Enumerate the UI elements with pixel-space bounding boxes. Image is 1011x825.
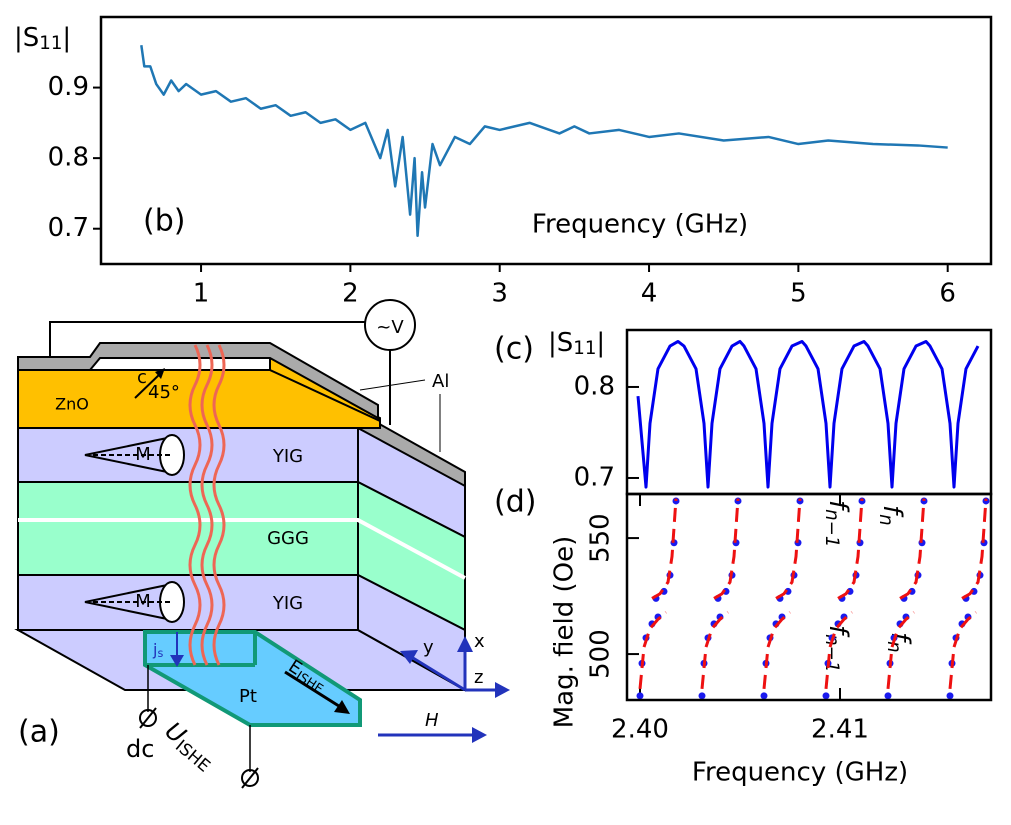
pointer bbox=[359, 379, 426, 391]
data-point bbox=[796, 497, 804, 505]
x-axis-label: Frequency (GHz) bbox=[692, 758, 908, 788]
wire bbox=[49, 321, 365, 372]
annotation: fn bbox=[875, 505, 908, 526]
ylabel-text: |S bbox=[14, 23, 39, 53]
zno-layer bbox=[17, 369, 381, 429]
data-point bbox=[858, 497, 866, 505]
ggg-front bbox=[17, 481, 359, 576]
x-tick-label: 2.40 bbox=[611, 715, 669, 745]
data-point bbox=[946, 692, 954, 700]
ylabel-tail: | bbox=[62, 23, 71, 53]
y-axis-label: Mag. field (Oe) bbox=[550, 536, 580, 729]
panel-label: (d) bbox=[494, 485, 536, 520]
layer-label: YIG bbox=[272, 593, 303, 614]
annotation: fn−1 bbox=[821, 500, 854, 548]
ylabel-sub: 11 bbox=[39, 33, 62, 54]
y-axis-label: |S11| bbox=[14, 23, 71, 55]
data-point bbox=[760, 692, 768, 700]
x-tick-label: 5 bbox=[790, 279, 807, 309]
ylabel-text: |S bbox=[548, 328, 573, 358]
terminal bbox=[241, 767, 259, 789]
data-line bbox=[636, 339, 980, 489]
x-axis-label: Frequency (GHz) bbox=[532, 210, 748, 240]
layer-label: YIG bbox=[272, 446, 303, 467]
field-label: H bbox=[425, 710, 439, 731]
y-tick-label: 0.7 bbox=[48, 213, 89, 243]
y-tick-label: 0.8 bbox=[574, 371, 615, 401]
data-point bbox=[982, 497, 990, 505]
axes-frame bbox=[99, 15, 993, 266]
zno-label: ZnO bbox=[55, 395, 89, 414]
x-tick-label: 1 bbox=[193, 279, 210, 309]
y-tick-label: 500 bbox=[586, 629, 616, 679]
x-tick-label: 6 bbox=[939, 279, 956, 309]
y-tick-label: 0.8 bbox=[48, 143, 89, 173]
data-point bbox=[734, 497, 742, 505]
panel-label: (b) bbox=[143, 204, 185, 239]
data-point bbox=[698, 692, 706, 700]
ylabel-tail: | bbox=[596, 328, 605, 358]
u-ishe-label: UISHE bbox=[158, 717, 220, 776]
break-line bbox=[18, 518, 466, 580]
annotation: fn bbox=[883, 632, 916, 653]
y-tick-label: 0.7 bbox=[574, 462, 615, 492]
x-tick-label: 2.41 bbox=[811, 715, 869, 745]
voltmeter-label: ~V bbox=[376, 317, 404, 338]
fit-line bbox=[638, 498, 988, 690]
terminal bbox=[139, 707, 157, 729]
layer-label: GGG bbox=[267, 528, 309, 549]
data-point bbox=[920, 497, 928, 505]
axes-frame bbox=[625, 492, 993, 702]
data-point bbox=[672, 497, 680, 505]
x-tick-label: 2 bbox=[342, 279, 359, 309]
data-point bbox=[822, 692, 830, 700]
c-axis-arrow bbox=[134, 371, 163, 399]
axis-y-label: y bbox=[423, 637, 434, 658]
arrowhead bbox=[170, 655, 184, 667]
yig-front bbox=[17, 427, 359, 483]
dc-label: dc bbox=[126, 735, 154, 763]
annotation-sub: n−1 bbox=[821, 509, 842, 547]
yig-front bbox=[17, 574, 359, 631]
magnetization-label: M bbox=[135, 591, 151, 612]
y-axis-label: |S11| bbox=[548, 328, 605, 360]
arrowheads bbox=[400, 636, 510, 743]
pt-label: Pt bbox=[239, 686, 257, 707]
cone bbox=[84, 434, 185, 476]
angle-label: 45° bbox=[148, 382, 180, 403]
data-line bbox=[140, 45, 948, 238]
cone bbox=[84, 581, 185, 623]
x-tick-label: 3 bbox=[491, 279, 508, 309]
c-axis-label: c̄ bbox=[137, 367, 147, 388]
axis-z-label: z bbox=[474, 667, 483, 688]
ylabel-sub: 11 bbox=[573, 338, 596, 359]
acoustic-wave bbox=[188, 344, 226, 666]
setup-diagram: ~V Al ZnO c̄ 45° YIG GGG YIG M M js Pt E… bbox=[14, 299, 510, 789]
js-sub: s bbox=[157, 647, 163, 660]
axis-x-label: x bbox=[474, 631, 485, 652]
js-label: js bbox=[152, 640, 163, 661]
arrowhead bbox=[334, 700, 350, 714]
panel-label: (c) bbox=[494, 332, 534, 367]
panel-label: (a) bbox=[18, 715, 60, 750]
data-point bbox=[884, 692, 892, 700]
magnetization-label: M bbox=[135, 444, 151, 465]
voltmeter bbox=[364, 299, 416, 351]
al-label: Al bbox=[432, 371, 449, 392]
y-tick-label: 550 bbox=[586, 513, 616, 563]
x-tick-label: 4 bbox=[641, 279, 658, 309]
js-text: j bbox=[152, 640, 157, 659]
coordinate-axes bbox=[378, 648, 497, 737]
y-tick-label: 0.9 bbox=[48, 72, 89, 102]
al-electrode bbox=[17, 342, 379, 420]
annotation-sub: n bbox=[875, 514, 896, 526]
e-arrow bbox=[284, 670, 343, 710]
arrowhead bbox=[155, 368, 165, 379]
data-point bbox=[636, 692, 644, 700]
